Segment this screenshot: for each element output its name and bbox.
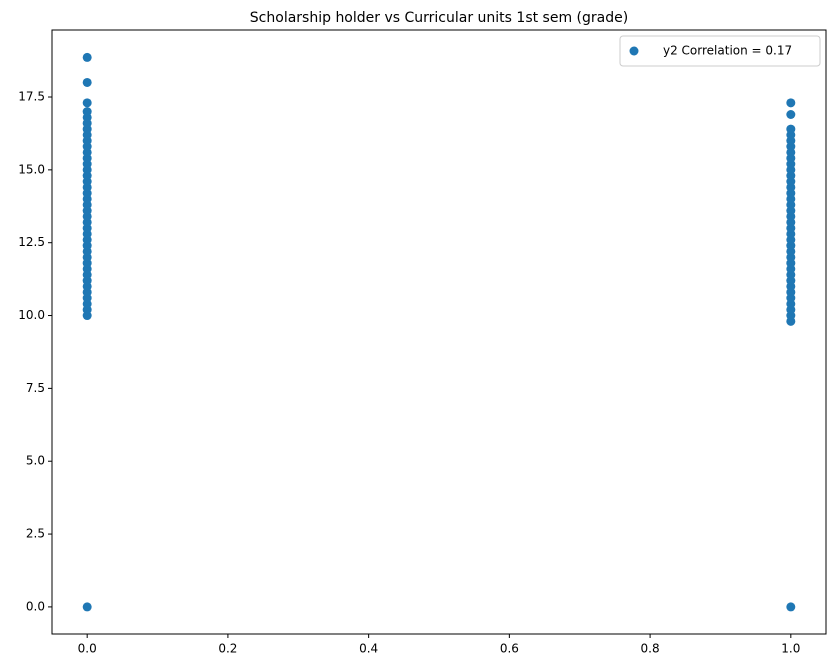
x-tick-label: 0.4 [359,642,378,656]
point [786,109,796,119]
plot-frame [51,29,827,635]
point [786,98,796,108]
x-tick-label: 0.6 [500,642,519,656]
y-tick-label: 10.0 [18,308,45,322]
point [786,124,796,134]
y-tick-label: 5.0 [26,454,45,468]
y-tick-label: 17.5 [18,90,45,104]
point [786,602,796,612]
x-tick-label: 0.2 [218,642,237,656]
y-tick-label: 15.0 [18,162,45,176]
x-tick-label: 1.0 [781,642,800,656]
y-tick-label: 2.5 [26,527,45,541]
y-tick-label: 0.0 [26,599,45,613]
point [82,52,92,62]
chart-title: Scholarship holder vs Curricular units 1… [250,10,628,26]
point [82,107,92,117]
y-tick-label: 12.5 [18,235,45,249]
x-tick-label: 0.8 [641,642,660,656]
point [82,602,92,612]
legend-marker [629,46,639,56]
legend-label: y2 Correlation = 0.17 [663,44,792,58]
x-tick-label: 0.0 [78,642,97,656]
legend-box [619,35,821,67]
point [82,98,92,108]
point [82,77,92,87]
y-tick-label: 7.5 [26,381,45,395]
